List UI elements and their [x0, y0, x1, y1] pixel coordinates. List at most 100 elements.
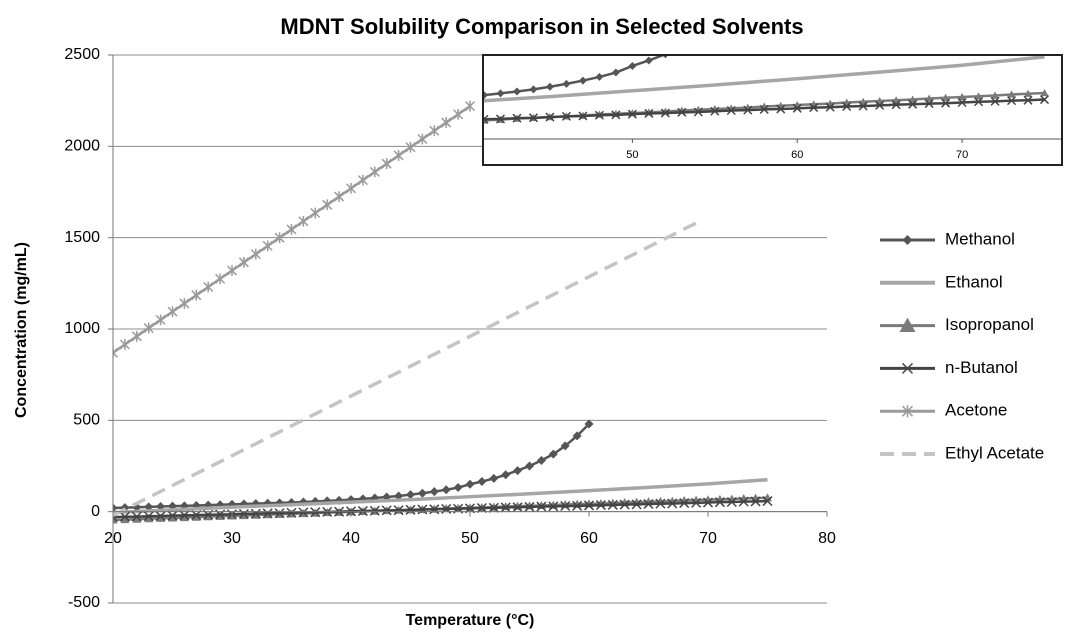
marker	[529, 85, 538, 94]
marker	[667, 498, 678, 509]
marker	[990, 96, 1000, 106]
marker	[191, 289, 202, 301]
inset-plot	[134, 43, 1050, 140]
marker	[512, 87, 521, 96]
marker	[560, 500, 571, 512]
marker	[528, 113, 538, 123]
legend-symbol	[901, 362, 914, 374]
marker	[365, 120, 373, 128]
marker	[216, 125, 224, 133]
marker	[132, 514, 142, 523]
marker	[238, 256, 249, 268]
marker	[500, 502, 511, 513]
marker	[332, 101, 340, 109]
marker	[191, 512, 201, 521]
legend-label: Ethanol	[945, 272, 1003, 291]
marker	[484, 91, 488, 100]
marker	[282, 103, 290, 111]
legend-marker	[901, 405, 914, 418]
marker	[134, 133, 142, 140]
marker	[417, 488, 427, 498]
inset-axes: 50 60 70	[484, 138, 1061, 161]
marker	[842, 101, 852, 112]
marker	[233, 124, 241, 132]
marker	[548, 449, 558, 459]
marker	[545, 82, 554, 91]
marker	[299, 125, 307, 132]
marker	[750, 496, 761, 507]
series-line	[484, 98, 1045, 121]
marker	[150, 132, 158, 139]
marker	[453, 483, 463, 493]
marker	[957, 97, 967, 108]
x-tick-label: 50	[461, 530, 479, 547]
marker	[924, 99, 934, 109]
marker	[405, 141, 416, 153]
marker	[644, 108, 654, 118]
marker	[233, 105, 241, 113]
marker	[393, 150, 404, 161]
marker	[594, 110, 604, 120]
marker	[405, 504, 416, 515]
marker	[332, 121, 340, 129]
series-line	[484, 56, 1045, 103]
marker	[113, 503, 118, 513]
marker	[134, 128, 142, 136]
marker	[925, 94, 934, 102]
marker	[1039, 95, 1050, 105]
marker	[119, 339, 130, 350]
marker	[298, 215, 309, 227]
legend: Methanol Ethanol Isopropanol n-Butanol Aceto…	[880, 229, 1044, 462]
marker	[578, 76, 587, 85]
marker	[562, 79, 571, 88]
marker	[398, 118, 406, 126]
marker	[332, 124, 340, 131]
marker	[414, 120, 422, 127]
marker	[216, 106, 224, 114]
marker	[441, 485, 451, 495]
marker	[113, 347, 119, 359]
marker	[369, 166, 380, 178]
x-tick-label: 60	[580, 530, 598, 547]
x-tick-label: 80	[818, 530, 836, 547]
axes: -500 0 500 1000 1500 2000 2500 20 30 40 50 60 70 80	[64, 46, 836, 611]
marker	[691, 497, 702, 508]
marker	[200, 126, 208, 134]
marker	[394, 491, 404, 501]
marker	[282, 126, 290, 133]
marker	[941, 98, 951, 108]
marker	[431, 119, 439, 126]
marker	[512, 502, 523, 513]
marker	[488, 502, 499, 513]
marker	[545, 112, 555, 122]
marker	[431, 95, 439, 103]
marker	[348, 120, 356, 128]
marker	[611, 110, 621, 120]
marker	[714, 497, 725, 508]
marker	[572, 500, 583, 511]
marker	[560, 441, 570, 451]
marker	[974, 97, 984, 107]
inset-x-tick-label: 60	[791, 149, 803, 161]
y-tick-label: 2500	[64, 46, 100, 63]
marker	[150, 127, 158, 135]
marker	[619, 499, 630, 510]
marker	[678, 43, 686, 51]
y-tick-label: -500	[68, 594, 100, 611]
marker	[144, 514, 154, 523]
marker	[524, 501, 535, 512]
marker	[825, 102, 835, 112]
marker	[464, 100, 476, 112]
x-tick-label: 70	[699, 530, 717, 547]
marker	[447, 94, 455, 102]
marker	[414, 118, 422, 126]
marker	[484, 114, 489, 124]
marker	[464, 116, 472, 124]
marker	[465, 479, 475, 489]
marker	[858, 101, 868, 111]
series-line	[113, 477, 768, 515]
marker	[628, 61, 637, 70]
marker	[406, 490, 415, 500]
marker	[583, 500, 595, 511]
